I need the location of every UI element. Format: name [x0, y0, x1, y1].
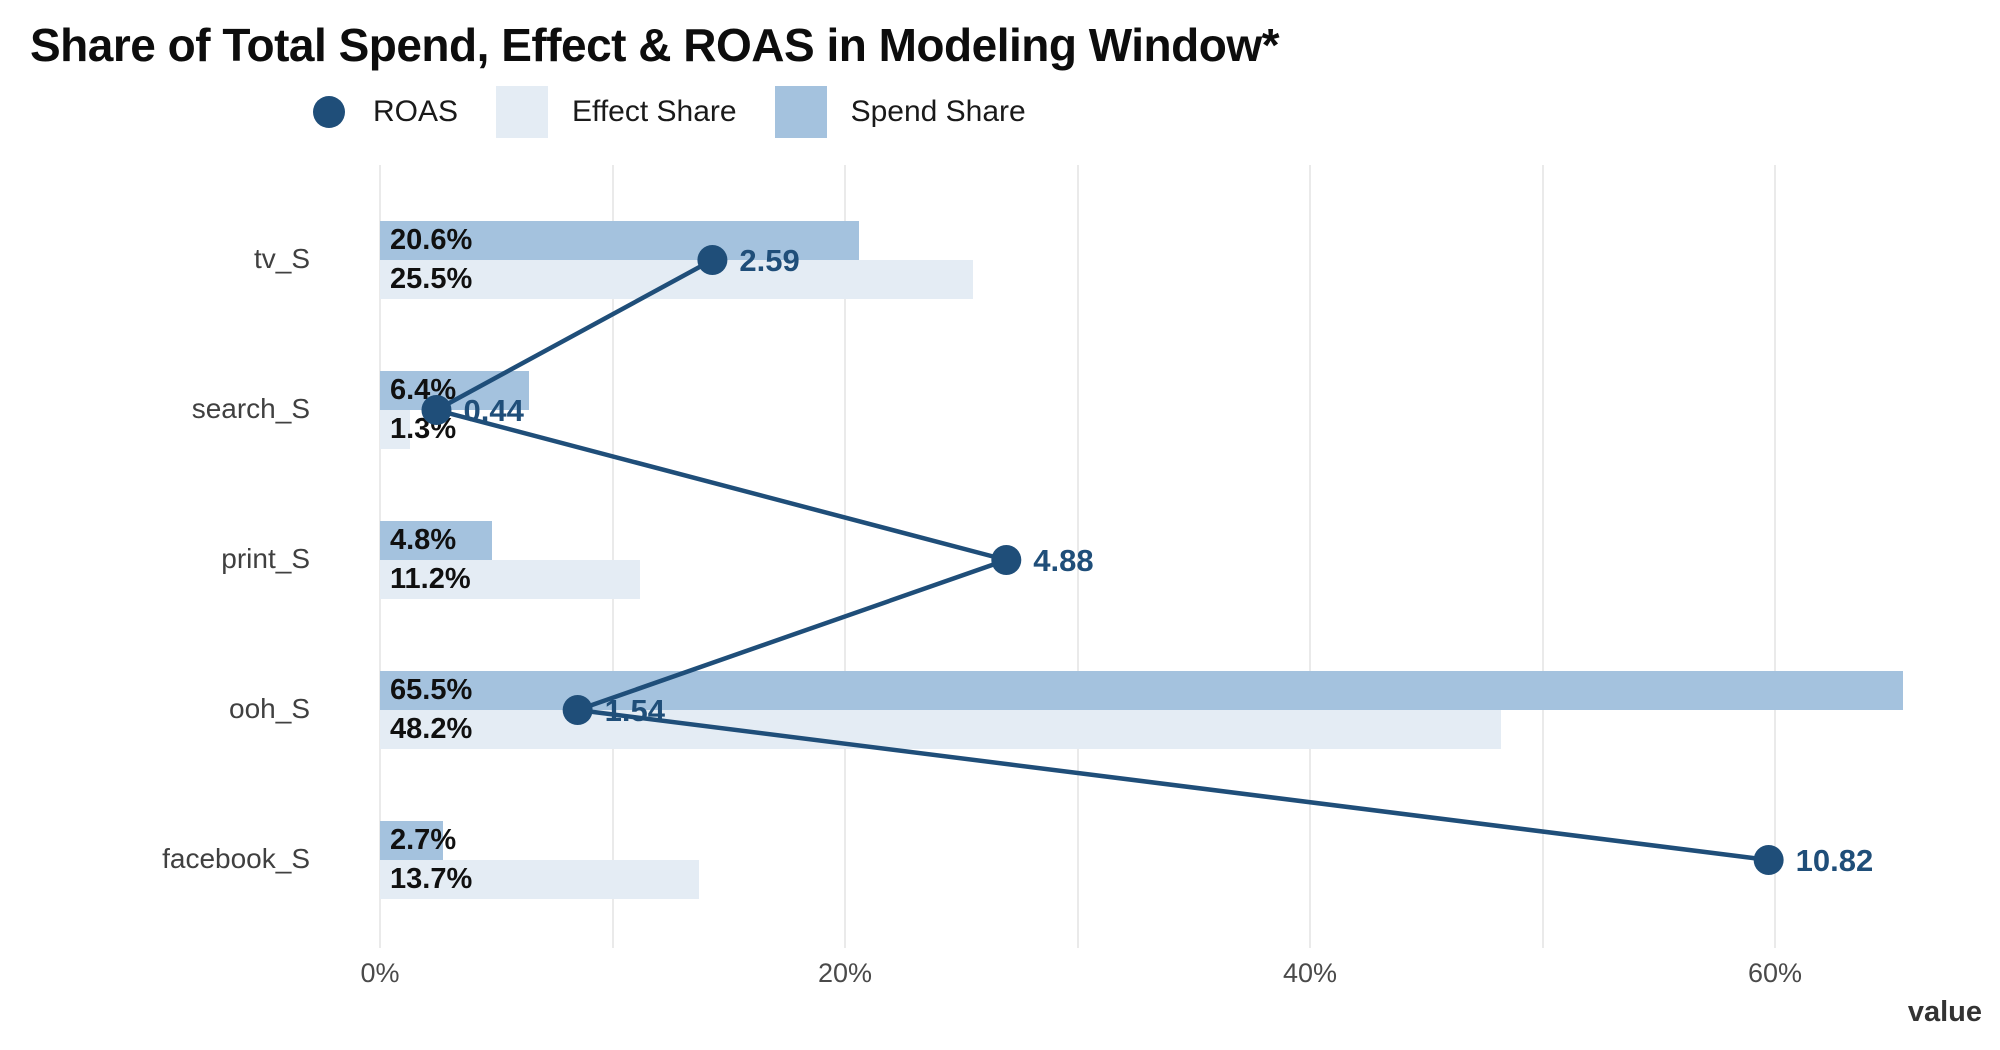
x-tick-0pct: 0%	[360, 958, 400, 988]
legend-swatch-icon	[496, 86, 549, 138]
effect-share-bar-print_S	[380, 560, 641, 599]
effect-share-value-ooh_S: 48.2%	[390, 713, 473, 745]
x-axis-title: value	[1907, 996, 1982, 1028]
category-label-search_S: search_S	[191, 393, 310, 424]
gridline-40pct	[1309, 165, 1311, 948]
legend-swatch-icon	[774, 86, 827, 138]
gridline-60pct	[1774, 165, 1776, 948]
x-tick-20pct: 20%	[817, 958, 873, 988]
gridline-10pct	[611, 165, 614, 948]
gridline-30pct	[1076, 165, 1079, 948]
roas-point-facebook_S	[1753, 845, 1784, 875]
effect-share-value-facebook_S: 13.7%	[390, 863, 473, 895]
legend: ROAS Effect Share Spend Share	[313, 84, 1064, 140]
roas-value-facebook_S: 10.82	[1796, 843, 1874, 878]
effect-share-value-tv_S: 25.5%	[390, 263, 473, 295]
legend-label: Effect Share	[572, 95, 737, 128]
chart-title: Share of Total Spend, Effect & ROAS in M…	[30, 19, 1280, 71]
legend-item-roas: ROAS	[313, 95, 458, 129]
spend-share-value-facebook_S: 2.7%	[390, 824, 457, 856]
roas-point-search_S	[421, 395, 452, 425]
roas-point-print_S	[991, 545, 1022, 575]
spend-share-bar-facebook_S	[380, 821, 443, 860]
gridline-50pct	[1541, 165, 1544, 948]
category-label-ooh_S: ooh_S	[229, 693, 310, 724]
roas-value-search_S: 0.44	[463, 393, 524, 428]
effect-share-bar-search_S	[380, 410, 411, 449]
category-label-tv_S: tv_S	[253, 243, 310, 274]
roas-value-ooh_S: 1.54	[605, 693, 666, 728]
spend-share-bar-tv_S	[380, 221, 859, 260]
spend-share-bar-print_S	[380, 521, 492, 560]
legend-item-effect-share: Effect Share	[496, 86, 737, 138]
spend-share-bar-search_S	[380, 371, 529, 410]
spend-share-value-tv_S: 20.6%	[390, 224, 473, 256]
roas-value-tv_S: 2.59	[739, 243, 799, 278]
legend-item-spend-share: Spend Share	[774, 86, 1026, 138]
x-tick-40pct: 40%	[1282, 958, 1338, 988]
spend-share-value-ooh_S: 65.5%	[390, 674, 473, 706]
legend-label: Spend Share	[850, 95, 1026, 128]
roas-value-print_S: 4.88	[1033, 543, 1093, 578]
effect-share-bar-facebook_S	[380, 860, 699, 899]
legend-label: ROAS	[373, 95, 459, 128]
effect-share-value-print_S: 11.2%	[390, 563, 471, 595]
legend-dot-icon	[313, 96, 345, 128]
spend-share-value-print_S: 4.8%	[390, 524, 457, 556]
roas-line	[430, 258, 1769, 863]
roas-point-tv_S	[697, 245, 728, 275]
category-label-print_S: print_S	[221, 543, 310, 574]
x-tick-60pct: 60%	[1747, 958, 1803, 988]
roas-point-ooh_S	[562, 695, 593, 725]
gridline-20pct	[844, 165, 846, 948]
category-label-facebook_S: facebook_S	[162, 843, 310, 874]
